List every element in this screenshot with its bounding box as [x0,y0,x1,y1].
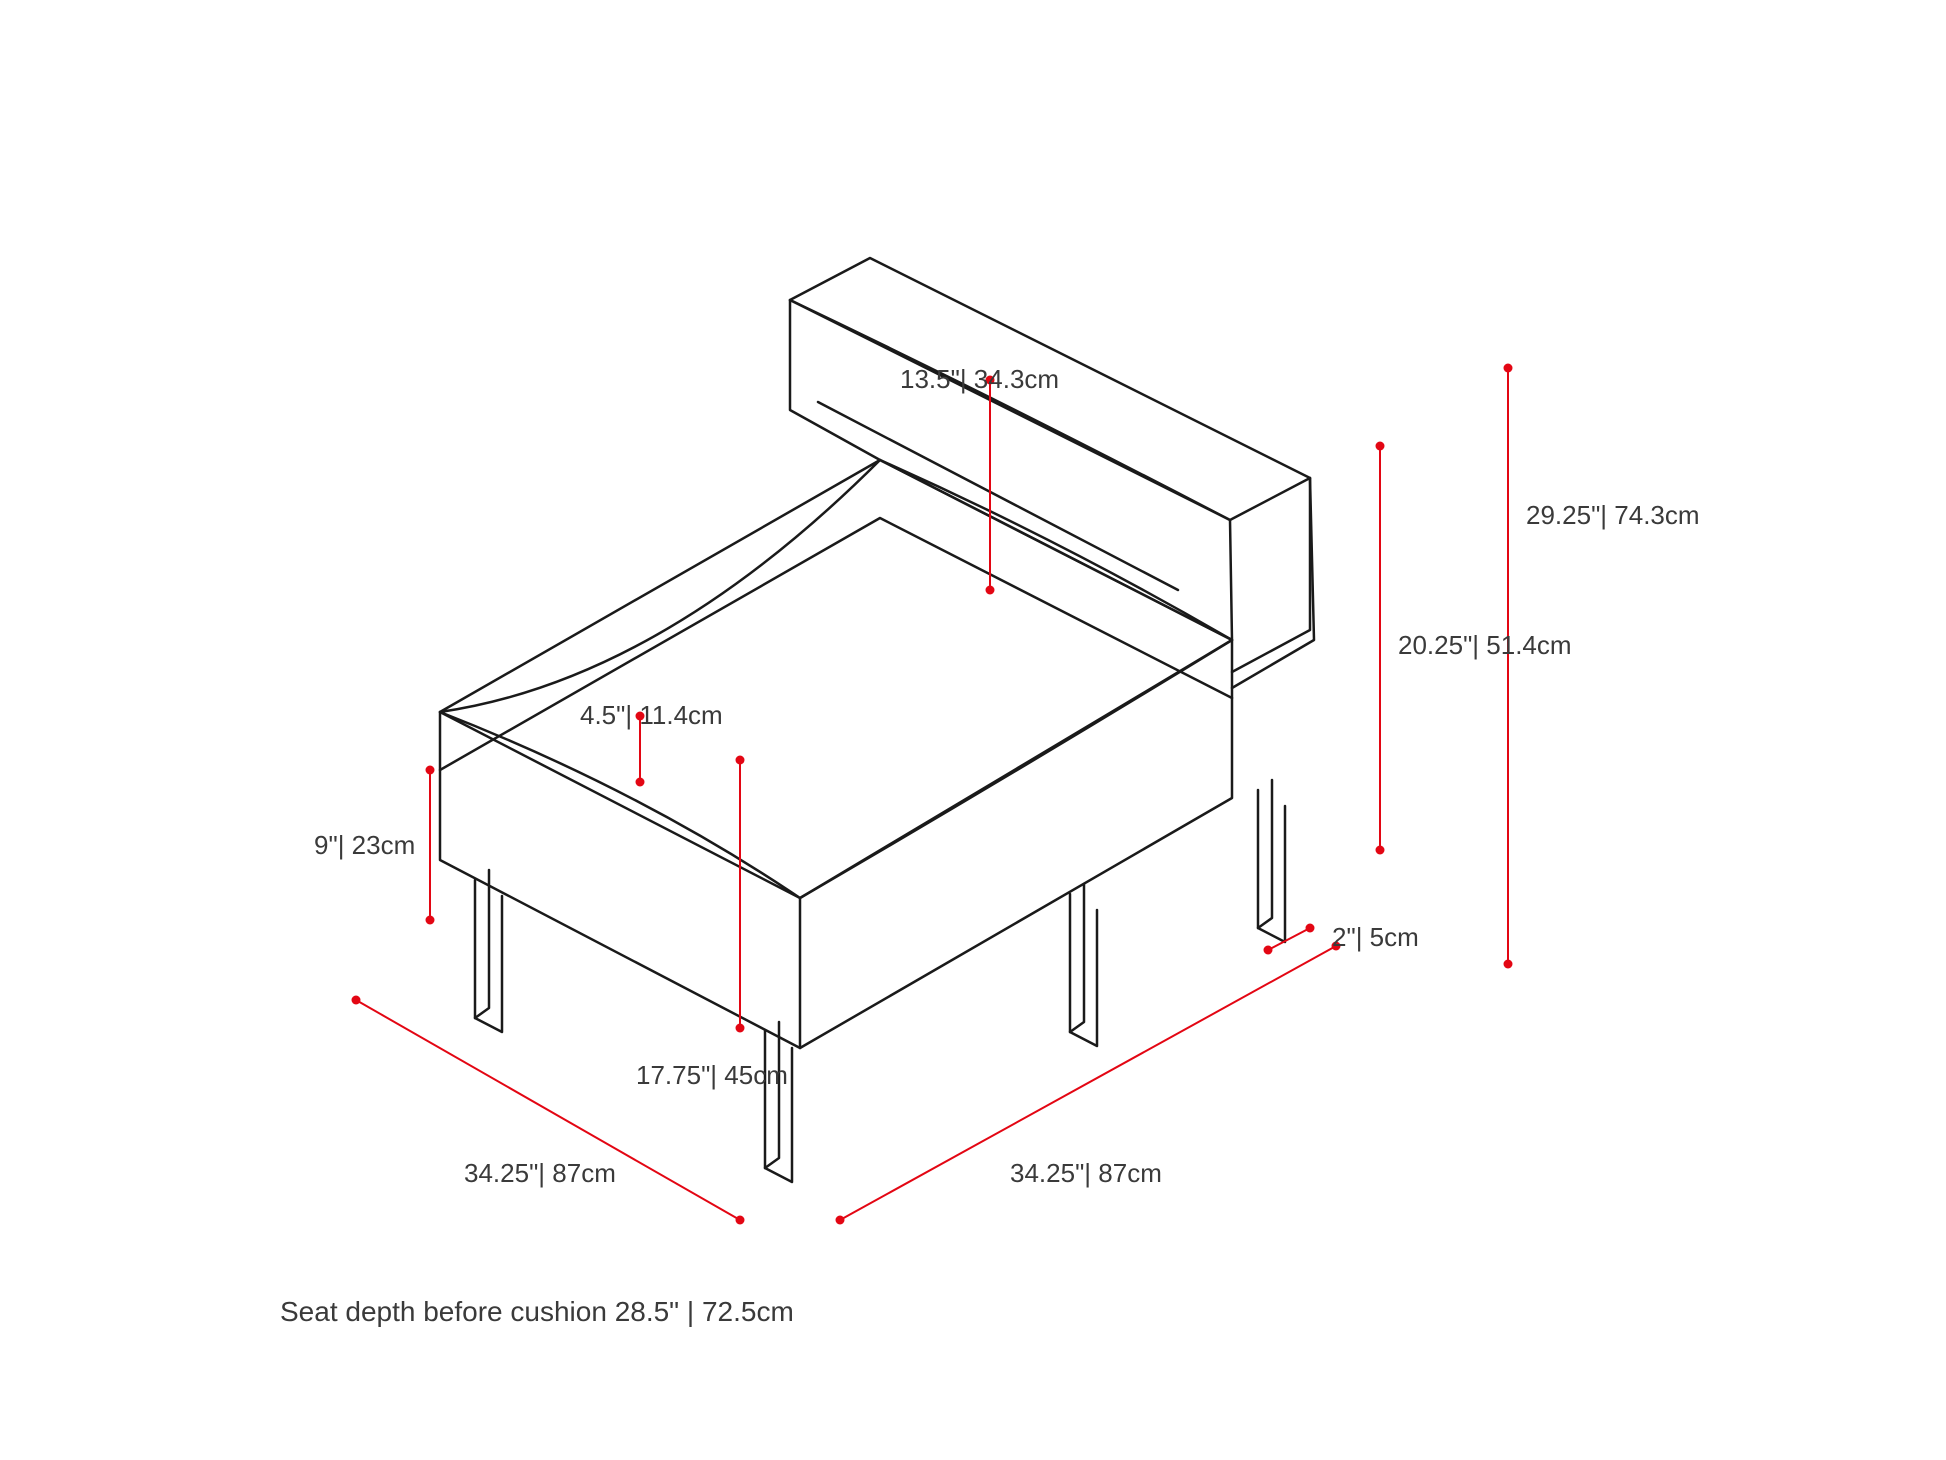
dim-label-seat-to-back-top: 20.25"| 51.4cm [1398,630,1572,661]
dim-label-width-right: 34.25"| 87cm [1010,1158,1162,1189]
dim-label-width-left: 34.25"| 87cm [464,1158,616,1189]
chair-outline [440,460,1232,1048]
dim-label-leg-thickness: 2"| 5cm [1332,922,1419,953]
dim-dot [836,1216,845,1225]
dim-dot [1264,946,1273,955]
dim-dot [636,778,645,787]
dim-dot [352,996,361,1005]
dim-label-total-height: 29.25"| 74.3cm [1526,500,1700,531]
dim-dot [1306,924,1315,933]
chair-outline [1230,478,1310,520]
footnote-seat-depth: Seat depth before cushion 28.5" | 72.5cm [280,1296,794,1328]
dim-dot [1504,960,1513,969]
dim-dot [1376,442,1385,451]
chair-outline [440,640,1232,898]
chair-outline [1258,780,1272,928]
dim-label-cushion-thickness: 4.5"| 11.4cm [580,700,723,731]
dim-dot [426,766,435,775]
dimension-diagram [0,0,1946,1460]
dim-dot [426,916,435,925]
chair-outline [475,870,489,1018]
dim-label-backrest-height: 13.5"| 34.3cm [900,364,1059,395]
dim-dot [1504,364,1513,373]
chair-outline [1232,478,1314,688]
dim-dot [1376,846,1385,855]
chair-outline [790,300,1232,640]
chair-outline [818,402,1178,590]
dim-dot [736,1216,745,1225]
dim-dot [736,1024,745,1033]
dim-line-leg-thickness [1268,928,1310,950]
dim-dot [736,756,745,765]
dim-dot [986,586,995,595]
dim-label-seat-height: 17.75"| 45cm [636,1060,788,1091]
chair-outline [765,1022,779,1168]
dim-label-leg-height: 9"| 23cm [314,830,415,861]
chair-outline [1070,884,1084,1032]
